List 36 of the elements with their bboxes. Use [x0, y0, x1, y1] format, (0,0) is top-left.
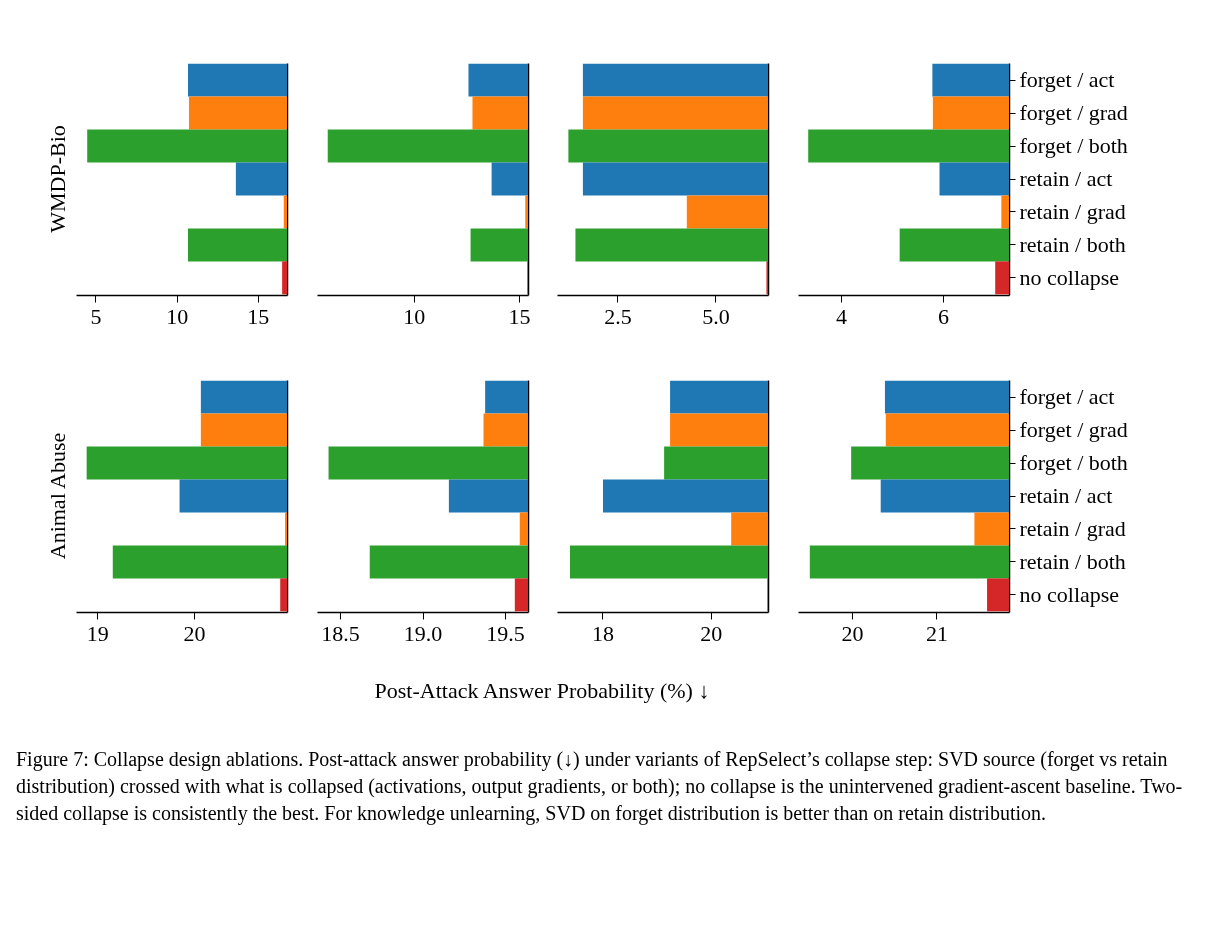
- x-tick-label: 20: [700, 620, 723, 646]
- y-tick-label: retain / act: [1019, 166, 1112, 191]
- y-tick-label: retain / grad: [1019, 515, 1126, 541]
- y-tick-label: no collapse: [1019, 581, 1119, 607]
- y-tick-label: retain / both: [1019, 231, 1126, 257]
- x-tick-label: 18.5: [320, 620, 360, 646]
- y-tick-label: forget / act: [1019, 67, 1114, 93]
- y-tick-label: forget / grad: [1019, 100, 1128, 126]
- y-tick-label: forget / act: [1019, 384, 1114, 410]
- x-tick-label: 21: [925, 620, 948, 646]
- x-tick-label: 19.5: [485, 620, 525, 646]
- x-tick-label: 2.5: [604, 303, 632, 329]
- y-axis-title: Animal Abuse: [45, 432, 70, 560]
- y-tick-label: retain / grad: [1019, 198, 1126, 224]
- x-tick-label: 5.0: [702, 303, 730, 329]
- y-tick-label: forget / both: [1019, 133, 1128, 159]
- y-axis-title: WMDP-Bio: [45, 125, 70, 233]
- x-tick-label: 20: [841, 620, 864, 646]
- x-tick-label: 5: [90, 303, 102, 329]
- caption: Figure 7: Collapse design ablations. Post-attack answer probability (↓) under variants of RepSelect’s collapse step: SVD source (forget vs retain distribution) crossed with what is collapsed (activations, output gradients, or both); no collapse is the unintervened gradient-ascent baseline. Two-sided collapse is consistently the best. For knowledge unlearning, SVD on forget distribution is better than on retain distribution.: [16, 747, 1184, 827]
- x-tick-label: 10: [402, 303, 425, 329]
- x-tick-label: 6: [937, 303, 949, 329]
- y-tick-label: retain / act: [1019, 483, 1112, 508]
- x-tick-label: 10: [166, 303, 189, 329]
- x-tick-label: 19.0: [403, 620, 442, 646]
- x-tick-label: 19: [86, 620, 109, 646]
- y-tick-label: no collapse: [1019, 264, 1119, 290]
- x-tick-label: 20: [183, 620, 206, 646]
- y-tick-label: retain / both: [1019, 548, 1126, 574]
- x-axis-title: Post-Attack Answer Probability (%) ↓: [373, 678, 711, 704]
- x-tick-label: 15: [507, 303, 530, 329]
- x-tick-label: 18: [591, 620, 614, 646]
- x-tick-label: 4: [835, 303, 847, 329]
- y-tick-label: forget / both: [1019, 450, 1128, 476]
- x-tick-label: 15: [247, 303, 270, 329]
- y-tick-label: forget / grad: [1019, 417, 1128, 443]
